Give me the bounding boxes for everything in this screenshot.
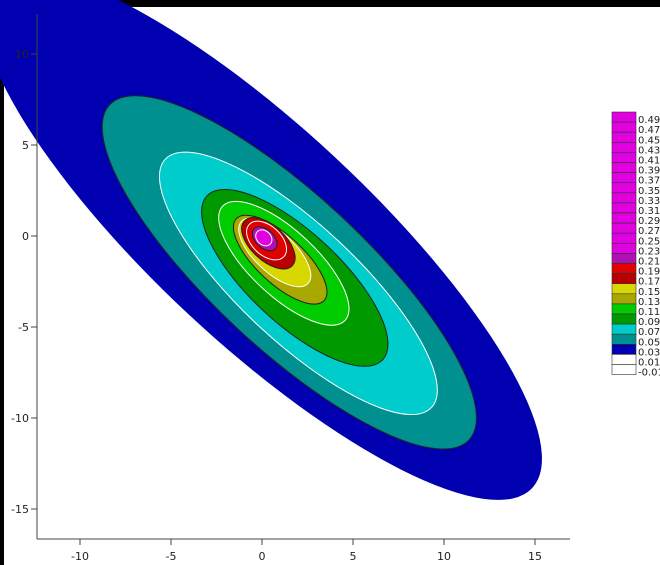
y-tick-label: -15 (11, 503, 29, 516)
y-tick-label: -10 (11, 412, 29, 425)
legend-label: 0.41 (638, 156, 660, 167)
legend-swatch (611, 192, 637, 204)
legend-label: 0.03 (638, 347, 660, 358)
legend-label: 0.45 (638, 135, 660, 146)
legend-swatch (611, 152, 637, 163)
legend-label: 0.11 (638, 307, 660, 318)
legend-label: 0.05 (638, 337, 660, 348)
legend-swatch (611, 222, 637, 234)
x-tick-label: 5 (350, 550, 357, 563)
legend-swatch (611, 273, 637, 285)
contour-peak (255, 229, 273, 247)
legend-label: 0.47 (638, 125, 660, 136)
x-tick-label: -5 (166, 550, 177, 563)
legend-label: 0.49 (638, 115, 660, 126)
y-tick-label: 10 (15, 48, 29, 61)
legend-swatch (611, 142, 637, 153)
legend-label: 0.23 (638, 246, 660, 257)
legend-swatch (611, 283, 637, 295)
legend-swatch (611, 121, 637, 133)
x-tick-label: -10 (71, 550, 89, 563)
legend-swatch (611, 313, 637, 325)
legend-swatch (611, 111, 637, 123)
legend-label: 0.01 (638, 358, 660, 369)
y-tick-label: -5 (18, 321, 29, 334)
legend-swatch (611, 162, 637, 173)
legend-label: 0.27 (638, 226, 660, 237)
legend-label: 0.25 (638, 236, 660, 247)
legend-swatch (611, 364, 637, 375)
legend-swatch (611, 182, 637, 194)
legend-label: 0.43 (638, 145, 660, 156)
x-tick-label: 15 (528, 550, 542, 563)
legend-swatch (611, 172, 637, 184)
legend-swatch (611, 232, 637, 244)
legend-swatch (611, 323, 637, 335)
legend-label: 0.39 (638, 166, 660, 177)
legend-swatch (611, 303, 637, 315)
axes (36, 14, 570, 540)
legend-swatch (611, 202, 637, 214)
legend-swatch (611, 293, 637, 305)
legend-swatch (611, 253, 637, 264)
legend-swatch (611, 343, 637, 355)
legend-swatch (611, 212, 637, 224)
x-ticks: -10 -5 0 5 10 15 (71, 539, 542, 563)
legend-label: 0.31 (638, 206, 660, 217)
legend-label: -0.01 (638, 368, 660, 379)
legend-swatch (611, 263, 637, 274)
contour-fill-layer (0, 0, 542, 500)
x-tick-label: 0 (259, 550, 266, 563)
legend-label: 0.33 (638, 196, 660, 207)
legend-label: 0.15 (638, 287, 660, 298)
legend-label: 0.21 (638, 257, 660, 268)
legend-label: 0.37 (638, 176, 660, 187)
legend-label: 0.19 (638, 267, 660, 278)
legend-label: 0.29 (638, 216, 660, 227)
legend-label: 0.17 (638, 277, 660, 288)
legend-swatch (611, 354, 637, 365)
legend-label: 0.13 (638, 297, 660, 308)
x-tick-label: 10 (437, 550, 451, 563)
legend-swatch (611, 131, 637, 143)
left-border (0, 0, 4, 565)
legend-swatch (611, 333, 637, 345)
y-tick-label: 5 (22, 139, 29, 152)
legend-label: 0.09 (638, 317, 660, 328)
legend-label: 0.07 (638, 327, 660, 338)
y-tick-label: 0 (22, 230, 29, 243)
top-border (0, 0, 660, 7)
legend-swatch (611, 243, 637, 254)
color-legend: 0.490.470.450.430.410.390.370.350.330.31… (611, 111, 660, 379)
legend-label: 0.35 (638, 186, 660, 197)
y-ticks: 10 5 0 -5 -10 -15 (11, 48, 37, 516)
